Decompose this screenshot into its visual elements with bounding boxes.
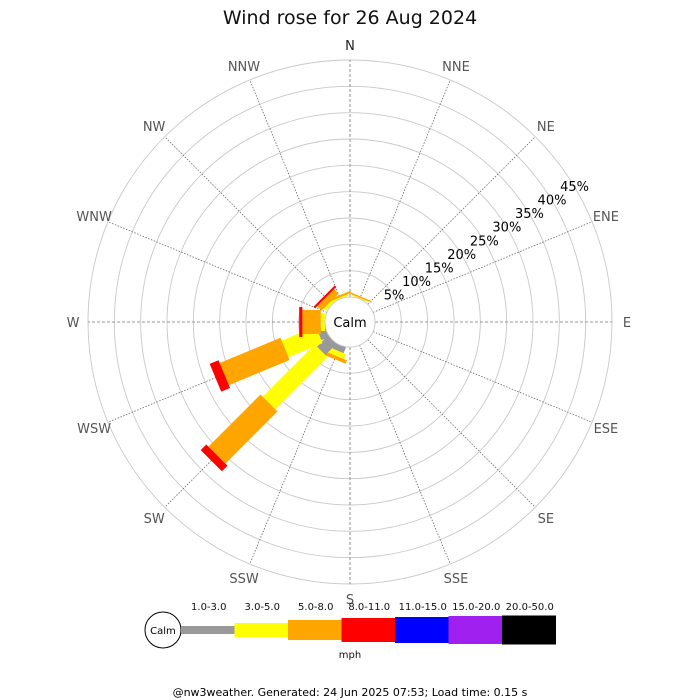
calm-circle-shape [324,296,376,348]
direction-label-ssw: SSW [229,572,259,587]
legend-swatch-15.0-20.0 [448,616,503,644]
bar-ssw-5.0-8.0 [323,351,348,364]
direction-label-ese: ESE [594,422,619,437]
radial-tick-label: 45% [560,180,589,195]
bar-nw-5.0-8.0 [317,289,339,311]
grid-spoke [359,344,451,565]
bar-w-3.0-5.0 [320,313,325,331]
grid-spoke [107,221,328,313]
bar-sw-8.0-11.0 [200,444,228,472]
chart-title: Wind rose for 26 Aug 2024 [223,7,477,29]
legend-label-15.0-20.0: 15.0-20.0 [452,602,500,613]
legend-label-3.0-5.0: 3.0-5.0 [245,602,280,613]
grid-ring [140,112,560,532]
bar-sw-5.0-8.0 [208,394,278,464]
legend-swatch-11.0-15.0 [395,617,449,643]
bar-w-5.0-8.0 [302,310,321,334]
direction-label-nw: NW [143,120,166,135]
direction-label-n: N [345,39,355,54]
bar-ssw-3.0-5.0 [327,347,347,360]
bar-wsw-3.0-5.0 [281,326,323,358]
wind-bars [200,285,372,472]
radial-tick-label: 30% [492,221,521,236]
legend-swatch-1.0-3.0 [181,626,235,634]
grid-spoke [249,344,341,565]
calm-circle: Calm [324,296,376,348]
direction-label-w: W [67,316,80,331]
radial-tick-label: 5% [384,289,405,304]
speed-legend: Calm 1.0-3.0 3.0-5.0 5.0-8.0 8.0-11.0 11.0-15… [144,602,556,661]
radial-tick-label: 15% [425,261,454,276]
calm-label: Calm [333,316,366,331]
direction-label-wsw: WSW [77,422,111,437]
radial-tick-label: 35% [515,207,544,222]
bar-nnw-3.0-5.0 [331,294,349,303]
legend-label-20.0-50.0: 20.0-50.0 [506,602,554,613]
direction-label-ene: ENE [593,210,619,225]
direction-label-e: E [623,316,631,331]
polar-grid: N NNE NE ENE E ESE SE SSE S SSW SW WSW W WNW NW NNW 5%10… [67,39,632,608]
radial-tick-label: 40% [538,194,567,209]
footer-text: @nw3weather. Generated: 24 Jun 2025 07:5… [173,686,528,699]
bar-nne-3.0-5.0 [351,294,369,303]
direction-label-nne: NNE [442,60,470,75]
grid-spoke [367,136,536,305]
bar-nne-5.0-8.0 [348,291,372,303]
grid-spoke [249,79,341,300]
grid-spoke [164,136,333,305]
legend-swatch-20.0-50.0 [502,615,556,645]
direction-label-nnw: NNW [228,60,260,75]
bar-ssw-1.0-3.0 [332,342,346,354]
bar-nnw-5.0-8.0 [327,290,351,302]
legend-label-11.0-15.0: 11.0-15.0 [399,602,447,613]
radial-tick-label: 25% [470,234,499,249]
legend-label-8.0-11.0: 8.0-11.0 [348,602,390,613]
radial-tick-label: 20% [447,248,476,263]
bar-nw-3.0-5.0 [323,295,339,311]
legend-swatch-5.0-8.0 [288,620,342,640]
legend-label-1.0-3.0: 1.0-3.0 [191,602,226,613]
grid-spoke [372,221,593,313]
grid-spoke [359,79,451,300]
direction-label-wnw: WNW [76,210,112,225]
bar-sw-3.0-5.0 [262,344,328,410]
bar-sw-1.0-3.0 [316,335,337,356]
legend-label-5.0-8.0: 5.0-8.0 [298,602,333,613]
grid-spoke [367,339,536,508]
grid-spoke [372,331,593,423]
direction-label-ne: NE [537,120,555,135]
direction-label-sw: SW [144,512,165,527]
legend-swatch-3.0-5.0 [234,623,289,637]
bar-w-8.0-11.0 [299,307,303,337]
bar-wsw-8.0-11.0 [209,360,230,392]
legend-unit: mph [339,650,361,661]
bar-wsw-5.0-8.0 [219,337,290,386]
radial-tick-label: 10% [402,275,431,290]
grid-ring [245,217,455,427]
legend-calm-label: Calm [150,626,176,637]
direction-label-se: SE [538,512,554,527]
bar-nw-8.0-11.0 [313,285,337,309]
direction-label-sse: SSE [444,572,469,587]
legend-swatch-8.0-11.0 [341,618,396,642]
direction-label-s: S [346,593,354,608]
